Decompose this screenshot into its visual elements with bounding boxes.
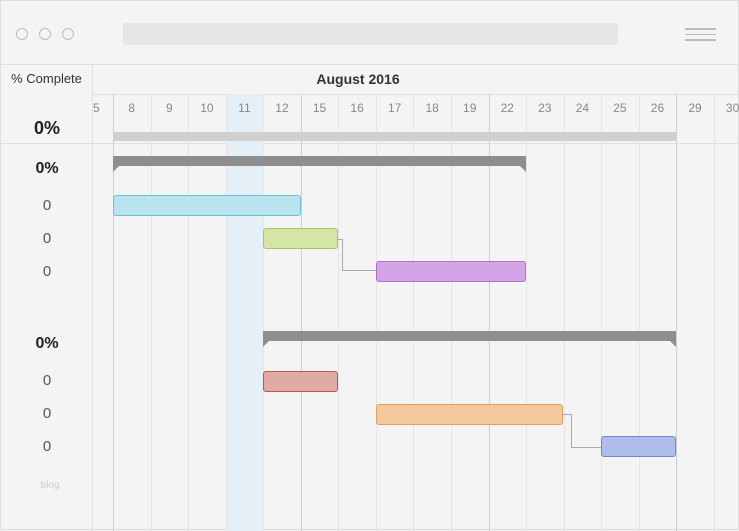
day-header: 10 — [200, 101, 214, 115]
task-value: 0 — [42, 372, 52, 389]
hamburger-menu-icon[interactable] — [685, 28, 716, 42]
day-header: 25 — [613, 101, 627, 115]
day-header: 16 — [350, 101, 364, 115]
day-header: 8 — [128, 101, 136, 115]
grid-line — [376, 94, 377, 531]
dependency-connector — [342, 270, 376, 271]
grid-line — [413, 94, 414, 531]
window-minimize-button[interactable] — [39, 28, 51, 40]
day-header: 5 — [93, 101, 100, 115]
group-percent: 0% — [35, 160, 59, 177]
grid-line — [151, 94, 152, 531]
today-column-highlight — [226, 94, 263, 531]
day-header: 9 — [165, 101, 173, 115]
project-percent: 0% — [33, 118, 60, 138]
grid-line — [301, 94, 302, 531]
window-close-button[interactable] — [16, 28, 28, 40]
grid-line — [639, 94, 640, 531]
group-summary-bar[interactable] — [113, 156, 526, 172]
divider — [1, 143, 739, 144]
grid-line — [601, 94, 602, 531]
project-summary-bar[interactable] — [113, 132, 676, 141]
group-summary-bar[interactable] — [263, 331, 676, 347]
task-value: 0 — [42, 438, 52, 455]
day-header: 19 — [463, 101, 477, 115]
window-maximize-button[interactable] — [62, 28, 74, 40]
grid-line — [564, 94, 565, 531]
percent-complete-header: % Complete — [11, 71, 82, 86]
grid-line — [714, 94, 715, 531]
day-header: 24 — [575, 101, 590, 115]
task-value: 0 — [42, 263, 52, 280]
grid-line — [526, 94, 527, 531]
address-bar[interactable] — [123, 23, 618, 45]
day-header: 18 — [425, 101, 439, 115]
task-bar[interactable] — [263, 228, 338, 249]
task-bar[interactable] — [601, 436, 676, 457]
task-value: 0 — [42, 197, 52, 214]
grid-line — [188, 94, 189, 531]
task-value: 0 — [42, 405, 52, 422]
day-header: 23 — [538, 101, 552, 115]
day-header: 11 — [238, 101, 251, 115]
divider — [1, 64, 739, 65]
task-bar[interactable] — [113, 195, 301, 216]
dependency-connector — [571, 447, 601, 448]
grid-line — [338, 94, 339, 531]
grid-line — [451, 94, 452, 531]
footer-watermark: blog — [40, 480, 60, 491]
divider — [93, 94, 739, 95]
task-value: 0 — [42, 230, 52, 247]
grid-line — [113, 94, 114, 531]
grid-line — [676, 94, 677, 531]
task-bar[interactable] — [376, 261, 526, 282]
grid-line — [263, 94, 264, 531]
day-header: 15 — [312, 101, 327, 115]
day-header: 12 — [275, 101, 289, 115]
grid-line — [226, 94, 227, 531]
task-bar[interactable] — [263, 371, 338, 392]
day-header: 17 — [387, 101, 402, 115]
group-percent: 0% — [35, 335, 59, 352]
day-header: 30 — [725, 101, 739, 115]
divider — [92, 64, 93, 531]
month-header: August 2016 — [316, 71, 400, 87]
dependency-connector — [563, 414, 572, 448]
day-header: 22 — [500, 101, 514, 115]
task-bar[interactable] — [376, 404, 563, 425]
day-header: 26 — [650, 101, 665, 115]
day-header: 29 — [688, 101, 702, 115]
dependency-connector — [338, 239, 343, 271]
grid-line — [489, 94, 490, 531]
